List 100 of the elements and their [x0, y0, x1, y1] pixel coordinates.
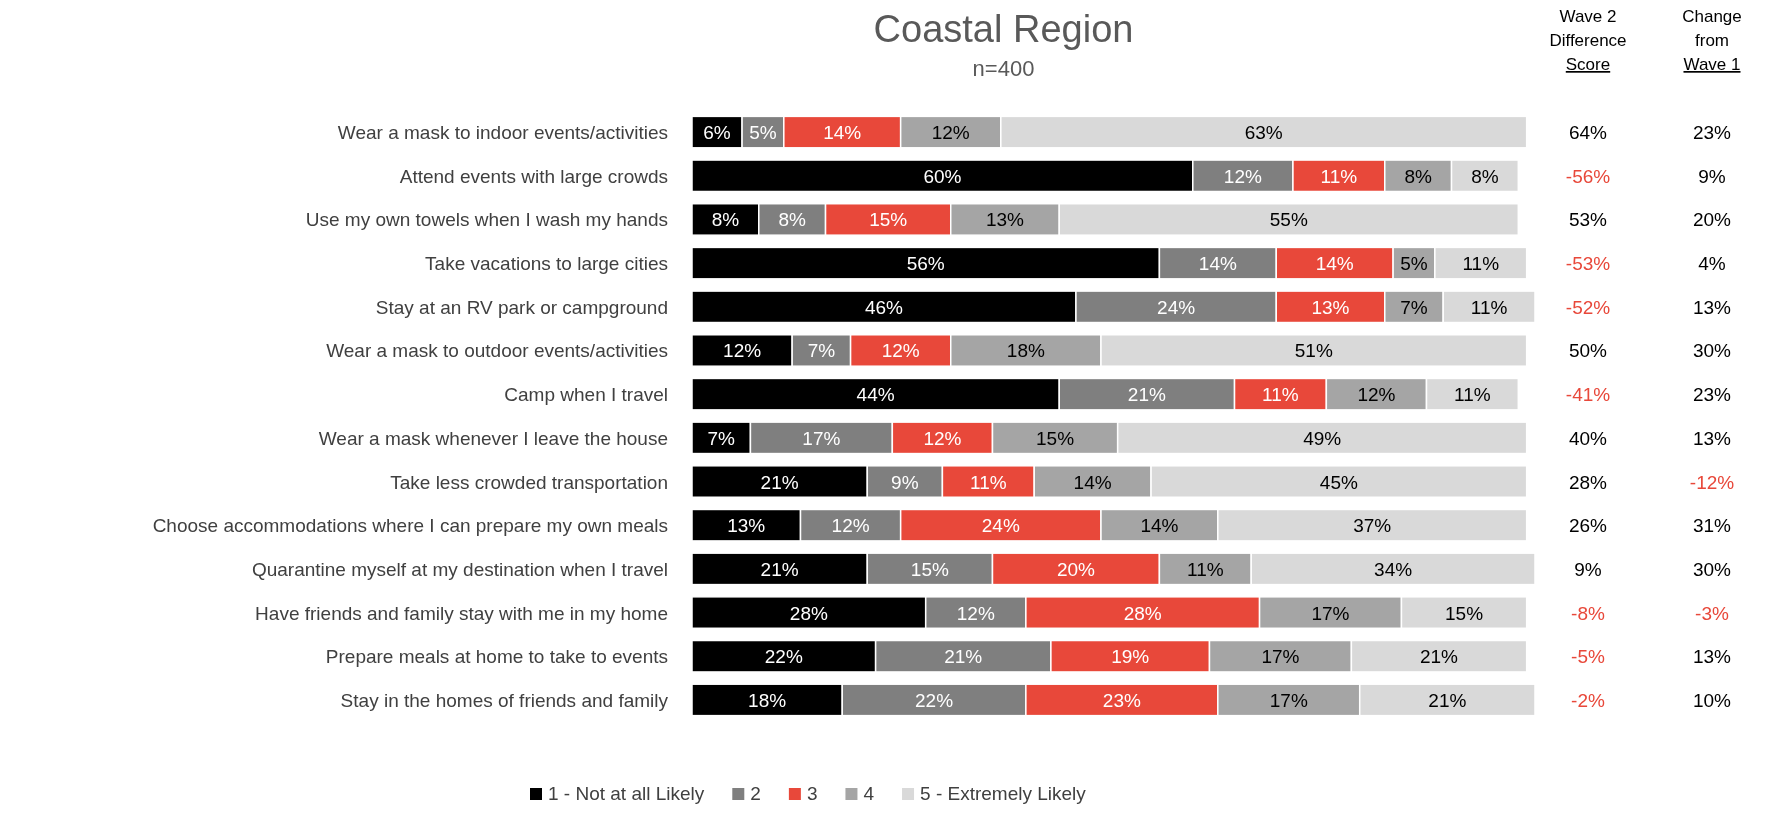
text: 20%	[1692, 209, 1732, 231]
data-label: 21%	[1420, 646, 1459, 668]
text: -2%	[1571, 689, 1605, 711]
y-tick-label: Take less crowded transportation	[390, 471, 668, 493]
data-label: 21%	[944, 646, 983, 668]
chart-title: Coastal Region	[873, 8, 1134, 50]
data-label: 34%	[1374, 558, 1413, 580]
text: 53%	[1568, 209, 1608, 231]
data-label: 21%	[1127, 384, 1166, 406]
text: 26%	[1568, 515, 1608, 537]
data-label: 60%	[923, 165, 962, 187]
data-label: 15%	[1036, 427, 1075, 449]
data-label: 12%	[956, 602, 995, 624]
data-label: 23%	[1102, 689, 1141, 711]
text: 9%	[1574, 558, 1602, 580]
data-label: 12%	[723, 340, 762, 362]
data-label: 8%	[778, 209, 806, 231]
data-label: 5%	[749, 122, 777, 144]
data-label: 12%	[831, 515, 870, 537]
y-tick-label: Stay at an RV park or campground	[375, 296, 668, 318]
data-label: 14%	[823, 122, 862, 144]
data-label: 8%	[1404, 165, 1432, 187]
data-label: 24%	[1157, 296, 1196, 318]
text: 40%	[1568, 427, 1608, 449]
data-label: 5%	[1400, 253, 1428, 275]
data-label: 14%	[1315, 253, 1354, 275]
text: 9%	[1698, 165, 1726, 187]
data-label: 11%	[1454, 384, 1491, 406]
data-label: 44%	[856, 384, 895, 406]
data-label: 14%	[1198, 253, 1237, 275]
legend-label: 3	[806, 783, 818, 804]
data-label: 12%	[931, 122, 970, 144]
text: -53%	[1565, 253, 1611, 275]
y-tick-label: Attend events with large crowds	[399, 165, 668, 187]
legend-label: 1 - Not at all Likely	[548, 783, 705, 804]
data-label: 11%	[1462, 253, 1500, 275]
data-label: 11%	[1262, 384, 1299, 406]
data-label: 28%	[1123, 602, 1162, 624]
y-tick-label: Use my own towels when I wash my hands	[305, 209, 668, 231]
text: -12%	[1689, 471, 1735, 493]
data-label: 17%	[1311, 602, 1350, 624]
text: 23%	[1692, 384, 1732, 406]
y-tick-label: Wear a mask to outdoor events/activities	[326, 340, 668, 362]
data-label: 15%	[869, 209, 908, 231]
data-label: 12%	[923, 427, 962, 449]
data-label: 21%	[760, 558, 799, 580]
y-tick-label: Have friends and family stay with me in my home	[255, 602, 668, 624]
text: -41%	[1565, 384, 1611, 406]
data-label: 18%	[1006, 340, 1045, 362]
data-label: 17%	[802, 427, 841, 449]
y-tick-label: Wear a mask whenever I leave the house	[318, 427, 668, 449]
text: -8%	[1571, 602, 1605, 624]
data-label: 13%	[985, 209, 1025, 231]
text: -56%	[1565, 165, 1611, 187]
y-tick-label: Choose accommodations where I can prepare my own meals	[152, 515, 668, 537]
data-label: 11%	[1187, 558, 1224, 580]
text: 31%	[1692, 515, 1732, 537]
data-label: 15%	[910, 558, 949, 580]
text: Wave 2 Difference Score	[1549, 7, 1627, 74]
data-label: 14%	[1140, 515, 1179, 537]
data-label: 7%	[707, 427, 736, 449]
legend-label: 5 - Extremely Likely	[920, 783, 1087, 804]
data-label: 18%	[748, 689, 787, 711]
data-label: 19%	[1111, 646, 1150, 668]
legend-label: 2	[750, 783, 761, 804]
data-label: 15%	[1445, 602, 1484, 624]
data-label: 49%	[1303, 427, 1342, 449]
y-tick-label: Stay in the homes of friends and family	[340, 689, 669, 711]
data-label: 8%	[711, 209, 740, 231]
data-label: 11%	[969, 471, 1007, 493]
data-label: 11%	[1320, 165, 1358, 187]
data-label: 8%	[1471, 165, 1499, 187]
data-label: 46%	[864, 296, 904, 318]
data-label: 22%	[915, 689, 954, 711]
data-label: 7%	[807, 340, 836, 362]
text: 28%	[1568, 471, 1608, 493]
data-label: 13%	[1311, 296, 1350, 318]
data-label: 21%	[1428, 689, 1467, 711]
text: Change from Wave 1	[1682, 7, 1742, 74]
data-label: 11%	[1470, 296, 1508, 318]
text: -52%	[1565, 296, 1611, 318]
data-label: 28%	[789, 602, 828, 624]
y-tick-label: Camp when I travel	[504, 384, 668, 406]
data-label: 7%	[1400, 296, 1428, 318]
data-label: 6%	[703, 122, 731, 144]
data-label: 17%	[1269, 689, 1308, 711]
data-label: 12%	[881, 340, 920, 362]
y-tick-label: Wear a mask to indoor events/activities	[337, 122, 668, 144]
legend-label: 4	[863, 783, 875, 804]
text: -5%	[1571, 646, 1605, 668]
text: 30%	[1692, 340, 1732, 362]
data-label: 12%	[1357, 384, 1396, 406]
y-tick-label: Prepare meals at home to take to events	[325, 646, 668, 668]
data-label: 51%	[1294, 340, 1333, 362]
data-label: 13%	[727, 515, 766, 537]
text: 50%	[1568, 340, 1608, 362]
text: 4%	[1698, 253, 1726, 275]
data-label: 12%	[1223, 165, 1262, 187]
data-label: 14%	[1073, 471, 1112, 493]
data-label: 20%	[1056, 558, 1096, 580]
